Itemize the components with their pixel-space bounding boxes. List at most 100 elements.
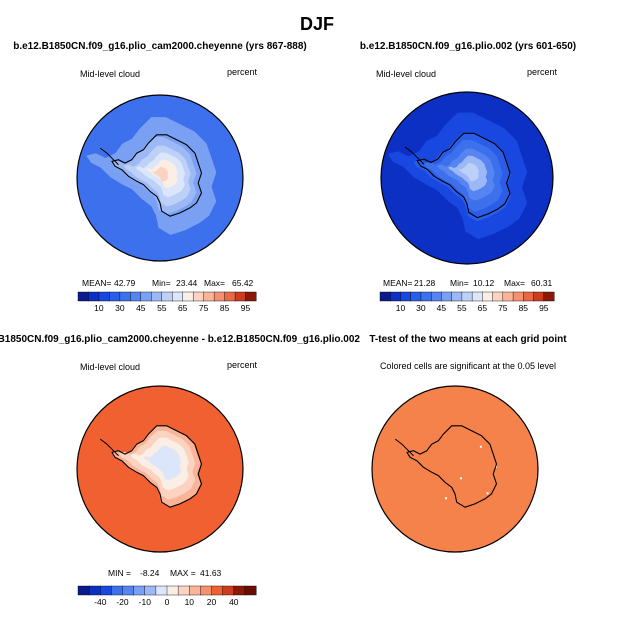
colorbar-swatch <box>122 585 135 596</box>
map-border <box>76 385 244 553</box>
colorbar-tick-label: 55 <box>457 303 467 313</box>
peninsula-coastline <box>404 146 425 165</box>
map-border <box>380 91 554 265</box>
field-background <box>372 386 538 552</box>
colorbar-swatch <box>203 291 215 302</box>
field <box>77 386 243 552</box>
variable-label: Mid-level cloud <box>80 69 140 79</box>
max-value: 65.42 <box>232 278 254 288</box>
colorbar-swatch <box>151 291 163 302</box>
max-label: MAX = <box>170 568 196 578</box>
panel-title: b.e12.B1850CN.f09_g16.plio_cam2000.cheye… <box>13 41 307 52</box>
colorbar-swatch <box>224 291 236 302</box>
colorbar-swatch <box>244 585 257 596</box>
insignificant-cell <box>445 497 448 500</box>
colorbar-swatch <box>88 585 101 596</box>
insignificant-cell <box>459 477 462 480</box>
colorbar-swatch <box>166 585 179 596</box>
contour-region <box>152 166 169 182</box>
colorbar-swatch <box>420 291 432 302</box>
panel-reference: b.e12.B1850CN.f09_g16.plio.002 (yrs 601-… <box>360 41 576 313</box>
peninsula-coastline <box>99 147 119 166</box>
colorbar-swatch <box>155 585 168 596</box>
colorbar-tick-label: 95 <box>241 303 251 313</box>
panel-title: T-test of the two means at each grid poi… <box>369 334 567 345</box>
colorbar-swatch <box>200 585 213 596</box>
colorbar-swatch <box>430 291 442 302</box>
colorbar-swatch <box>211 585 224 596</box>
colorbar-swatch <box>189 585 201 596</box>
colorbar-swatch <box>130 291 142 302</box>
colorbar-tick-label: -40 <box>94 597 107 607</box>
min-label: MIN = <box>108 568 131 578</box>
colorbar-swatch <box>140 291 152 302</box>
colorbar-swatch <box>492 291 504 302</box>
colorbar-swatch <box>533 291 545 302</box>
colorbar-tick-label: 30 <box>115 303 125 313</box>
colorbar-tick-label: 75 <box>498 303 508 313</box>
max-label: Max= <box>204 278 225 288</box>
colorbar-swatch <box>502 291 514 302</box>
stats-line: MEAN= 21.28 Min= 10.12 Max= 60.31 <box>383 278 553 288</box>
colorbar-tick-label: 10 <box>185 597 195 607</box>
page-title: DJF <box>300 14 334 34</box>
colorbar-swatch <box>172 291 184 302</box>
units-label: percent <box>227 360 258 370</box>
colorbar: 10 30 45 55 65 75 85 95 <box>77 291 257 313</box>
contour-region <box>143 445 182 481</box>
min-value: 10.12 <box>473 278 495 288</box>
colorbar-tick-label: 0 <box>165 597 170 607</box>
colorbar-swatch <box>390 291 401 302</box>
colorbar-swatch <box>161 291 173 302</box>
colorbar-tick-label: -20 <box>116 597 129 607</box>
colorbar-swatch <box>451 291 463 302</box>
colorbar-swatch <box>471 291 483 302</box>
peninsula-coastline <box>99 438 119 457</box>
colorbar-tick-label: 45 <box>437 303 447 313</box>
max-value: 60.31 <box>531 278 553 288</box>
colorbar-tick-label: 40 <box>229 597 239 607</box>
colorbar-tick-label: 10 <box>396 303 406 313</box>
colorbar-tick-label: 75 <box>199 303 209 313</box>
field <box>77 95 243 261</box>
colorbar-swatch <box>441 291 453 302</box>
min-value: -8.24 <box>140 568 160 578</box>
colorbar-swatch <box>98 291 110 302</box>
coastline <box>416 132 511 219</box>
colorbar-swatch <box>100 585 112 596</box>
colorbar-swatch <box>543 291 555 302</box>
mean-value: 42.79 <box>114 278 136 288</box>
map-border <box>76 94 244 262</box>
insignificant-cell <box>486 492 489 495</box>
colorbar-swatch <box>88 291 100 302</box>
insignificant-cell <box>479 445 482 448</box>
panel-subtitle: Colored cells are significant at the 0.0… <box>380 361 556 371</box>
min-label: Min= <box>450 278 469 288</box>
colorbar-swatch <box>410 291 422 302</box>
field <box>381 92 553 264</box>
colorbar-tick-label: -10 <box>139 597 152 607</box>
colorbar-swatch <box>111 585 124 596</box>
colorbar-swatch <box>119 291 131 302</box>
variable-label: Mid-level cloud <box>376 69 436 79</box>
colorbar-swatch <box>234 291 247 302</box>
colorbar-swatch <box>400 291 412 302</box>
panel-difference: b.e12.B1850CN.f09_g16.plio_cam2000.cheye… <box>0 334 360 607</box>
panel-control: b.e12.B1850CN.f09_g16.plio_cam2000.cheye… <box>13 41 307 313</box>
units-label: percent <box>227 67 258 77</box>
min-label: Min= <box>152 278 171 288</box>
peninsula-coastline <box>394 438 414 457</box>
colorbar-swatch <box>144 585 157 596</box>
colorbar-swatch <box>192 291 205 302</box>
variable-label: Mid-level cloud <box>80 362 140 372</box>
colorbar-tick-label: 95 <box>539 303 549 313</box>
colorbar-swatch <box>77 291 89 302</box>
colorbar-tick-label: 85 <box>519 303 529 313</box>
colorbar-swatch <box>182 291 194 302</box>
min-value: 23.44 <box>176 278 198 288</box>
stats-line: MIN = -8.24 MAX = 41.63 <box>108 568 222 578</box>
colorbar: -40 -20 -10 0 10 20 40 <box>77 585 257 607</box>
map <box>76 94 244 262</box>
mean-value: 21.28 <box>414 278 436 288</box>
